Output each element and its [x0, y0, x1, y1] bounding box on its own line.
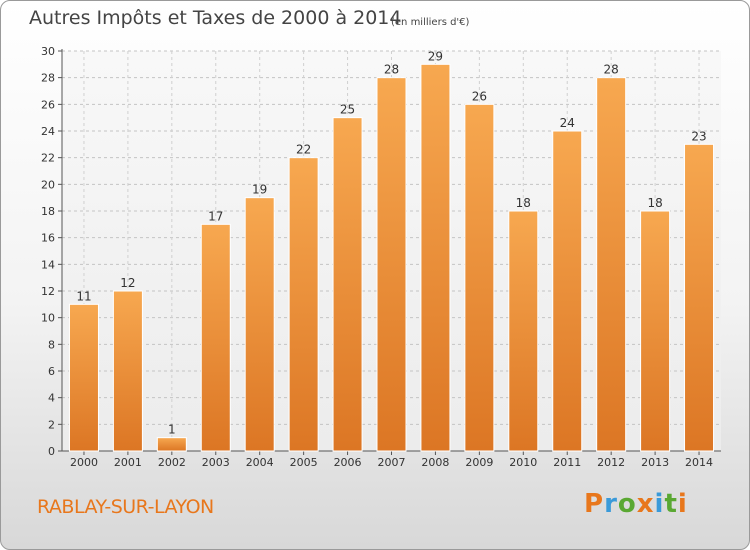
bar-2008[interactable]: [420, 63, 451, 452]
value-label-2007: 28: [384, 63, 399, 77]
x-tick-label-2009: 2009: [465, 456, 493, 469]
y-tick-label: 26: [41, 98, 55, 111]
value-label-2003: 17: [208, 209, 223, 223]
y-tick-label: 14: [41, 258, 55, 271]
y-tick-label: 20: [41, 178, 55, 191]
x-tick-label-2011: 2011: [553, 456, 581, 469]
y-tick-label: 22: [41, 152, 55, 165]
bar-2010[interactable]: [508, 210, 539, 452]
y-tick-label: 12: [41, 285, 55, 298]
value-label-2011: 24: [560, 116, 575, 130]
x-tick-label-2001: 2001: [114, 456, 142, 469]
y-tick-label: 30: [41, 45, 55, 58]
y-tick-label: 6: [48, 365, 55, 378]
value-label-2014: 23: [691, 129, 706, 143]
bar-2003[interactable]: [200, 223, 231, 452]
value-label-2013: 18: [647, 196, 662, 210]
labels: 0246810121416182022242628301120001220011…: [41, 45, 713, 469]
value-label-2000: 11: [76, 289, 91, 303]
x-tick-label-2008: 2008: [421, 456, 449, 469]
commune-name: RABLAY-SUR-LAYON: [37, 496, 214, 518]
x-tick-label-2000: 2000: [70, 456, 98, 469]
y-tick-label: 16: [41, 232, 55, 245]
x-tick-label-2013: 2013: [641, 456, 669, 469]
bar-2004[interactable]: [244, 197, 275, 452]
y-tick-label: 0: [48, 445, 55, 458]
x-tick-label-2004: 2004: [246, 456, 274, 469]
value-label-2004: 19: [252, 183, 267, 197]
proxiti-logo[interactable]: Proxiti: [584, 489, 688, 519]
x-tick-label-2007: 2007: [378, 456, 406, 469]
bar-2009[interactable]: [464, 103, 495, 452]
bar-2006[interactable]: [332, 117, 363, 452]
x-tick-label-2002: 2002: [158, 456, 186, 469]
y-tick-label: 4: [48, 392, 55, 405]
logo-letter: o: [617, 489, 637, 519]
bars: [68, 63, 715, 452]
y-tick-label: 8: [48, 338, 55, 351]
logo-letter: x: [636, 489, 655, 519]
bar-2011[interactable]: [552, 130, 583, 452]
bar-2001[interactable]: [112, 290, 143, 452]
value-label-2009: 26: [472, 89, 487, 103]
x-tick-label-2014: 2014: [685, 456, 713, 469]
bar-2002[interactable]: [156, 437, 187, 452]
bar-2007[interactable]: [376, 77, 407, 452]
logo-letter: t: [664, 489, 678, 519]
bar-2005[interactable]: [288, 157, 319, 452]
logo-letter: i: [654, 489, 665, 519]
bar-2014[interactable]: [684, 143, 715, 452]
value-label-2012: 28: [604, 63, 619, 77]
y-tick-label: 28: [41, 72, 55, 85]
bar-2000[interactable]: [68, 303, 99, 452]
logo-letter: P: [584, 489, 605, 519]
x-tick-label-2006: 2006: [334, 456, 362, 469]
x-tick-label-2005: 2005: [290, 456, 318, 469]
x-tick-label-2010: 2010: [509, 456, 537, 469]
value-label-2005: 22: [296, 143, 311, 157]
bar-2013[interactable]: [640, 210, 671, 452]
value-label-2006: 25: [340, 103, 355, 117]
logo-letter: r: [604, 489, 618, 519]
value-label-2001: 12: [120, 276, 135, 290]
bar-2012[interactable]: [596, 77, 627, 452]
y-tick-label: 2: [48, 418, 55, 431]
chart-title: Autres Impôts et Taxes de 2000 à 2014: [29, 7, 402, 29]
value-label-2008: 29: [428, 49, 443, 63]
y-tick-label: 18: [41, 205, 55, 218]
chart-subtitle: (en milliers d'€): [391, 17, 470, 28]
x-tick-label-2012: 2012: [597, 456, 625, 469]
value-label-2002: 1: [168, 423, 176, 437]
value-label-2010: 18: [516, 196, 531, 210]
logo-letter: i: [677, 489, 688, 519]
y-tick-label: 24: [41, 125, 55, 138]
x-tick-label-2003: 2003: [202, 456, 230, 469]
y-tick-label: 10: [41, 312, 55, 325]
